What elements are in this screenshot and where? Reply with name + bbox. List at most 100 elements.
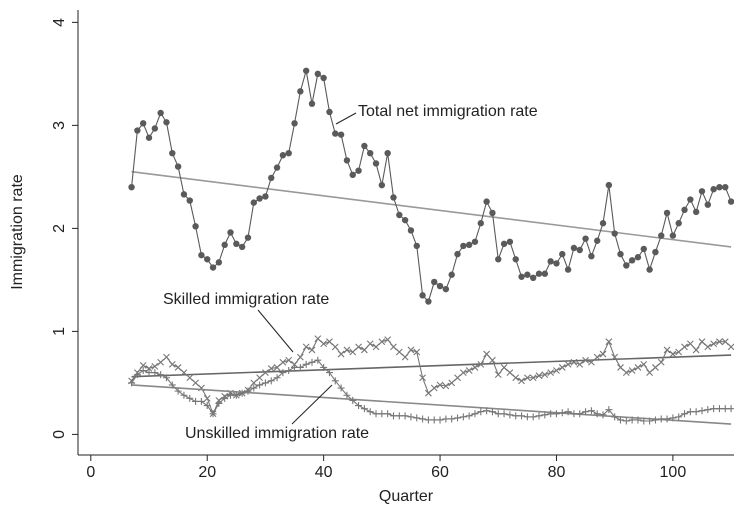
point xyxy=(139,367,147,375)
point xyxy=(215,399,223,407)
point xyxy=(454,414,462,422)
point xyxy=(512,256,519,263)
point xyxy=(425,389,432,397)
point xyxy=(704,406,712,414)
point xyxy=(675,413,683,421)
point xyxy=(168,381,176,389)
y-tick-label: 4 xyxy=(51,18,68,27)
point xyxy=(384,149,391,157)
point xyxy=(279,152,287,159)
point xyxy=(611,230,618,237)
point xyxy=(582,235,589,242)
point xyxy=(710,186,717,193)
point xyxy=(192,379,199,387)
point xyxy=(180,391,188,399)
point xyxy=(162,374,170,382)
point xyxy=(419,374,426,382)
point xyxy=(727,198,734,205)
point xyxy=(430,384,438,392)
point xyxy=(518,273,525,280)
point xyxy=(273,364,281,371)
point xyxy=(669,232,677,239)
point xyxy=(401,353,409,361)
x-tick-label: 80 xyxy=(548,464,566,481)
point xyxy=(477,220,484,227)
point xyxy=(198,251,205,259)
point xyxy=(494,371,502,379)
point xyxy=(174,163,182,170)
point xyxy=(349,171,356,179)
x-tick-label: 100 xyxy=(660,464,687,481)
point xyxy=(529,374,537,382)
point xyxy=(326,338,333,346)
point xyxy=(669,350,677,358)
point xyxy=(489,209,496,217)
point xyxy=(698,407,706,415)
point xyxy=(233,240,240,248)
point xyxy=(710,340,718,348)
point xyxy=(413,414,421,422)
point xyxy=(407,227,415,234)
point xyxy=(337,384,345,392)
point xyxy=(564,360,572,368)
point xyxy=(588,358,595,366)
point xyxy=(599,350,607,358)
point xyxy=(133,371,141,379)
point xyxy=(238,389,246,397)
point xyxy=(384,336,392,344)
point xyxy=(459,369,467,376)
point xyxy=(203,394,211,402)
point xyxy=(262,193,269,200)
point xyxy=(372,343,380,351)
annotation-leader xyxy=(257,309,294,353)
x-tick-label: 60 xyxy=(431,464,449,481)
point xyxy=(500,364,508,371)
point xyxy=(605,338,613,346)
point xyxy=(622,417,630,425)
point xyxy=(704,343,712,351)
point xyxy=(360,405,368,413)
point xyxy=(692,408,700,416)
point xyxy=(180,191,188,198)
point xyxy=(442,285,450,293)
point xyxy=(436,282,444,290)
point xyxy=(594,237,601,244)
point xyxy=(559,250,566,258)
point xyxy=(302,360,310,368)
annotation: Total net immigration rate xyxy=(358,103,538,120)
point xyxy=(704,201,712,208)
point xyxy=(343,157,351,164)
point xyxy=(186,197,193,204)
point xyxy=(436,416,444,424)
point xyxy=(163,353,170,361)
point xyxy=(541,270,549,277)
point xyxy=(570,358,578,366)
point xyxy=(314,335,322,342)
point xyxy=(361,142,368,150)
point xyxy=(663,415,671,423)
point xyxy=(390,194,397,201)
point xyxy=(302,67,310,74)
point xyxy=(454,250,461,258)
point xyxy=(244,387,252,395)
point xyxy=(646,266,653,273)
point xyxy=(325,369,333,377)
point xyxy=(512,374,520,382)
point xyxy=(151,369,159,377)
point xyxy=(419,292,426,299)
point xyxy=(261,379,269,387)
point xyxy=(547,369,555,376)
point xyxy=(593,353,601,361)
point xyxy=(686,340,694,348)
point xyxy=(727,405,734,413)
point xyxy=(657,358,665,366)
point xyxy=(332,130,339,137)
y-tick-label: 0 xyxy=(51,430,68,439)
point xyxy=(524,271,531,278)
point xyxy=(256,195,263,202)
point xyxy=(285,367,293,375)
point xyxy=(535,372,543,380)
point xyxy=(308,100,316,107)
point xyxy=(267,365,275,372)
